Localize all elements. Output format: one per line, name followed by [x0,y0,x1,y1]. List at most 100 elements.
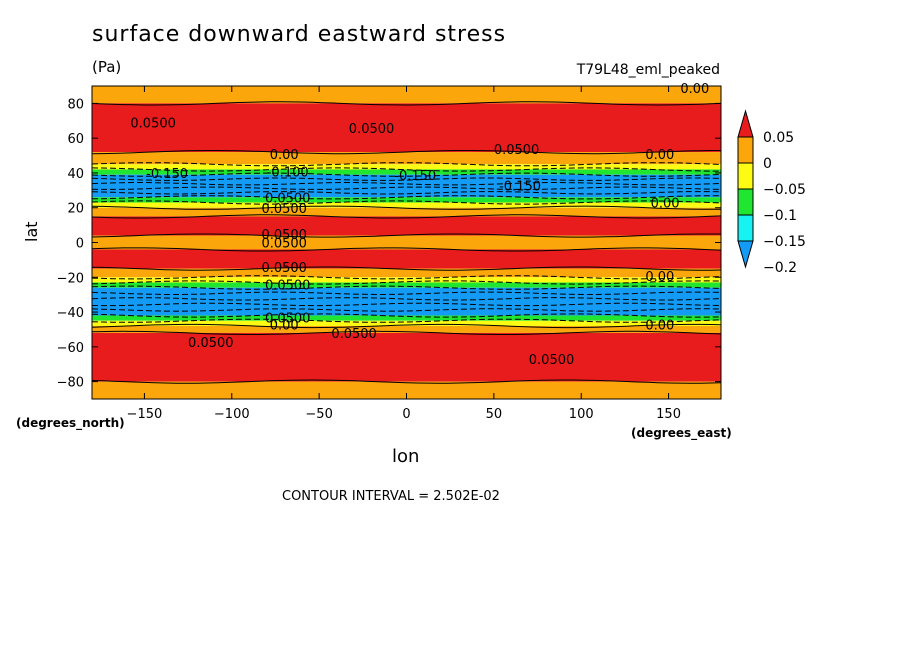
contour-line-16 [91,313,722,318]
contour-label: 0.0500 [261,228,307,243]
contour-label: 0.0500 [130,117,176,132]
y-tick-label: −80 [57,376,84,391]
y-tick-label: −60 [57,341,84,356]
x-tick-label: −50 [305,407,332,422]
contour-line-3 [91,162,722,167]
contour-line-9 [91,214,722,219]
dashed-contour-15-1 [91,308,722,312]
contour-label: 0.00 [270,318,299,333]
contour-label: 0.00 [680,82,709,97]
contour-label: 0.0500 [349,122,395,137]
colorbar-swatch [737,188,754,216]
colorbar-swatch [737,162,754,190]
zonal-band-7 [92,202,721,208]
colorbar-label: −0.1 [763,208,797,224]
zonal-band-4 [92,169,721,175]
zonal-band-20 [92,381,721,399]
contour-label: 0.0500 [265,278,311,293]
contour-label: 0.00 [651,197,680,212]
contour-label: 0.0500 [261,202,307,217]
contour-label: 0.0500 [494,143,540,158]
colorbar-swatch [737,214,754,242]
contour-line-10 [91,233,721,238]
contour-line-11 [91,247,722,252]
chart-units: (Pa) [92,58,122,76]
y-axis-units: (degrees_north) [16,416,125,430]
contour-label: 0.0500 [331,327,377,342]
y-tick-label: 0 [76,237,84,252]
zonal-band-6 [92,197,721,203]
colorbar-label: 0 [763,156,772,172]
contour-label: 0.0500 [529,353,575,368]
zonal-band-12 [92,268,721,278]
zonal-band-3 [92,164,721,170]
y-tick-label: 20 [67,202,84,217]
contour-line-13 [91,275,722,280]
contour-label: 0.00 [645,270,674,285]
colorbar-label: −0.2 [763,260,797,276]
contour-label: -0.150 [146,167,188,182]
contour-line-8 [91,205,721,210]
x-tick-label: 150 [656,407,681,422]
dashed-contour-5-2 [91,186,722,190]
contour-label: -0.150 [394,169,436,184]
x-axis-units: (degrees_east) [631,426,732,440]
chart-title: surface downward eastward stress [92,22,507,47]
x-tick-label: 100 [569,407,594,422]
zonal-band-2 [92,152,721,165]
colorbar-arrow-bottom [737,240,754,269]
run-name: T79L48_eml_peaked [576,62,720,78]
contour-label: -0.150 [499,179,541,194]
colorbar-label: −0.15 [763,234,806,250]
zonal-band-16 [92,315,721,321]
contour-line-4 [91,167,721,172]
zonal-band-18 [92,325,721,333]
contour-line-2 [91,150,721,155]
colorbar-label: 0.05 [763,130,794,146]
x-tick-label: −150 [127,407,163,422]
dashed-contour-5-4 [91,177,722,181]
zonal-band-14 [92,282,721,288]
x-axis-label: lon [392,446,420,467]
x-tick-label: 0 [402,407,410,422]
contour-line-17 [91,318,722,323]
zonal-band-13 [92,277,721,283]
zonal-band-19 [92,332,721,382]
contour-line-6 [91,195,721,200]
zonal-band-10 [92,235,721,250]
contour-interval: CONTOUR INTERVAL = 2.502E-02 [282,489,500,504]
contour-label: 0.0500 [265,192,311,207]
zonal-band-8 [92,207,721,217]
contour-label: -0.100 [267,165,309,180]
dashed-contour-15-3 [91,297,722,301]
contour-label: 0.0500 [261,237,307,252]
dashed-contour-5-3 [91,181,722,186]
y-tick-label: 80 [67,97,84,112]
x-tick-label: 50 [486,407,503,422]
contour-line-12 [91,266,722,271]
y-tick-label: 60 [67,132,84,147]
y-tick-label: −40 [57,306,84,321]
zonal-band-11 [92,249,721,269]
contour-line-15 [91,285,722,290]
contour-label: 0.00 [645,148,674,163]
contour-label: 0.0500 [265,311,311,326]
contour-label: 0.00 [645,318,674,333]
colorbar-swatch [737,136,754,164]
contour-line-1 [91,101,722,106]
contour-line-14 [91,280,722,285]
zonal-band-17 [92,320,721,326]
dashed-contour-15-2 [91,302,722,307]
y-tick-label: −20 [57,271,84,286]
zonal-band-9 [92,216,721,236]
contour-line-20 [91,379,722,384]
contour-line-5 [91,172,722,177]
contour-label: 0.0500 [261,261,307,276]
colorbar-label: −0.05 [763,182,806,198]
contour-line-19 [91,330,722,335]
contour-line-18 [91,323,722,329]
x-tick-label: −100 [214,407,250,422]
dashed-contour-5-1 [91,191,722,195]
contour-label: 0.00 [270,148,299,163]
